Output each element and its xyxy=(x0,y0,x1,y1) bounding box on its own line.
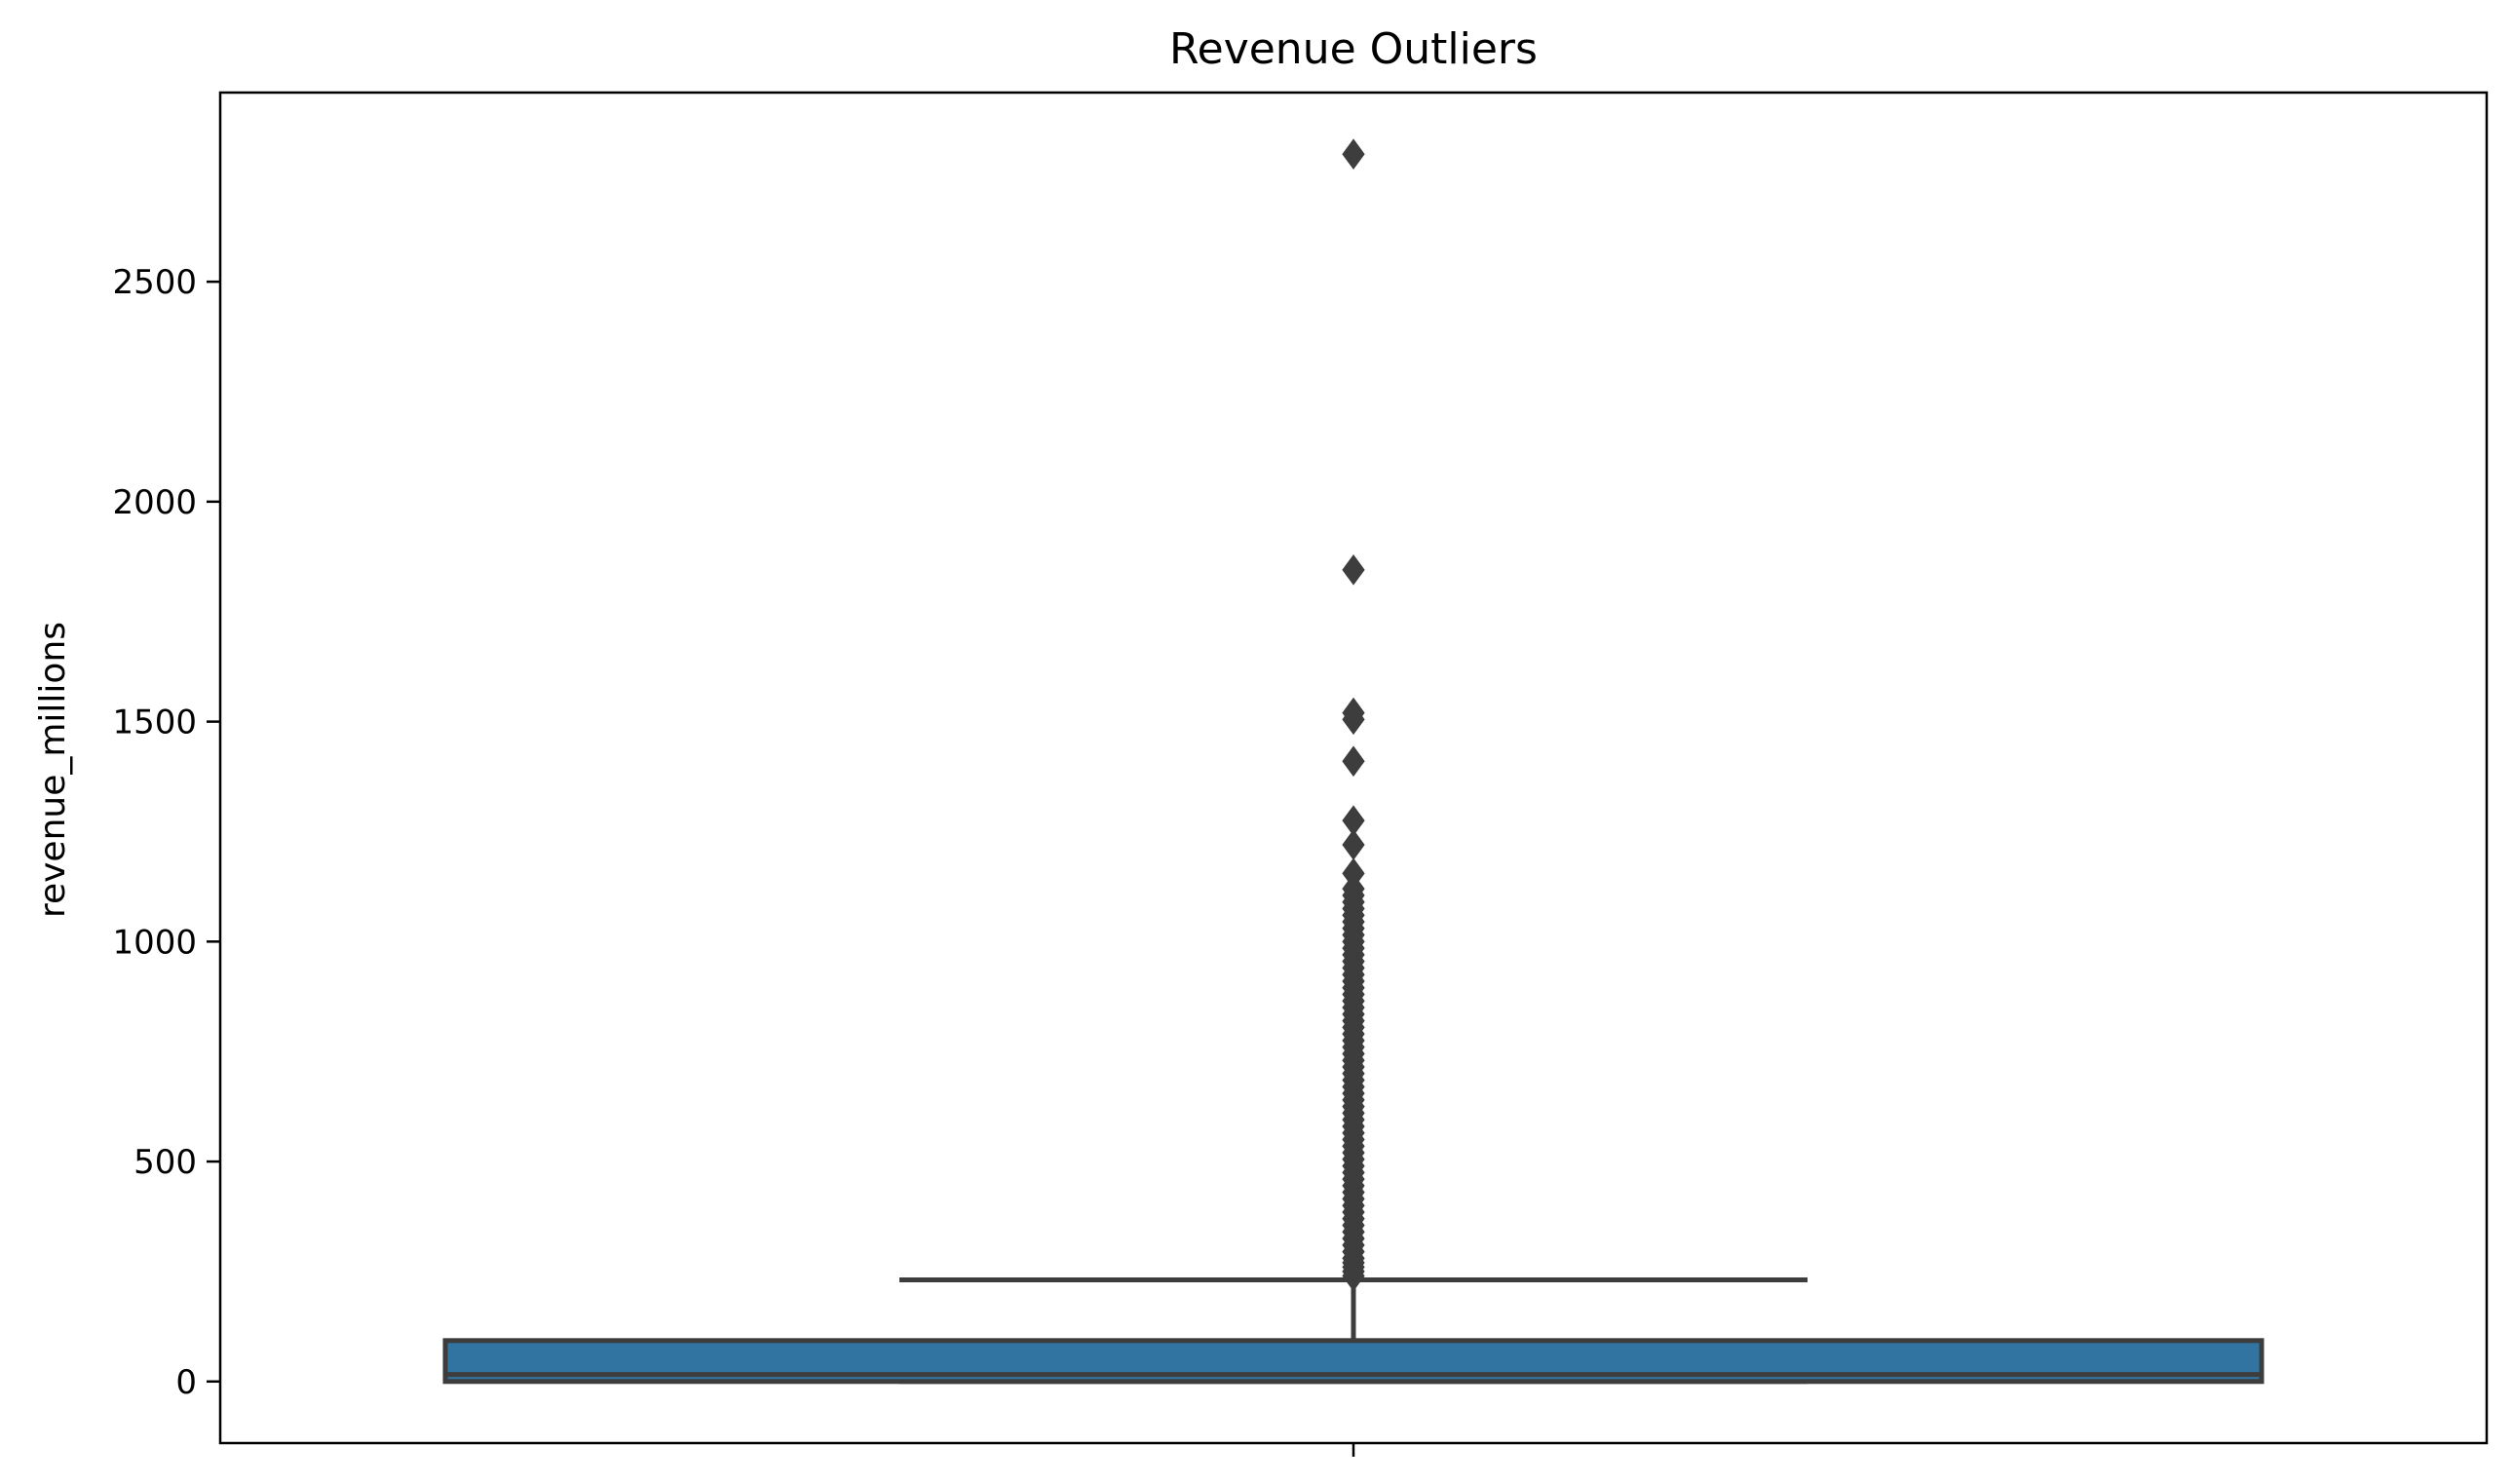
outlier-point xyxy=(1342,704,1365,736)
y-tick-label: 1000 xyxy=(112,923,197,962)
outlier-point xyxy=(1342,553,1365,586)
outlier-point xyxy=(1342,745,1365,778)
y-tick-label: 500 xyxy=(133,1143,197,1182)
y-tick-label: 1500 xyxy=(112,704,197,742)
y-tick-label: 0 xyxy=(175,1363,197,1402)
y-tick-label: 2000 xyxy=(112,483,197,522)
plot-area xyxy=(442,138,2265,1385)
chart-title: Revenue Outliers xyxy=(1169,24,1538,74)
axes-frame xyxy=(218,91,2489,1445)
y-axis-ticks: 0 500 1000 1500 2000 2500 xyxy=(112,263,220,1402)
outlier-point xyxy=(1342,829,1365,860)
y-axis-label: revenue_millions xyxy=(33,622,73,918)
outlier-point xyxy=(1342,1260,1365,1292)
outlier-point xyxy=(1342,138,1365,171)
y-tick-label: 2500 xyxy=(112,263,197,302)
